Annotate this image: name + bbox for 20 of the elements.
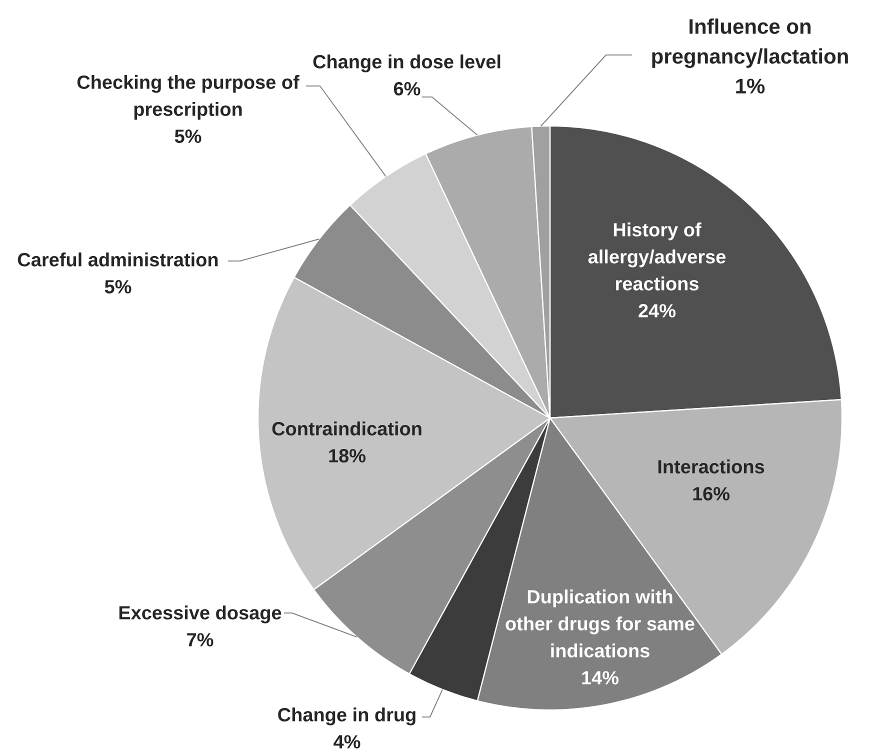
slice-label: Duplication with other drugs for same indications — [506, 590, 694, 658]
data-label: 1% — [736, 78, 765, 94]
data-label: 6% — [394, 82, 420, 96]
slice-label: Influence on pregnancy/lactation — [652, 18, 848, 68]
slice-label: History of allergy/adverse reactions — [588, 222, 726, 290]
data-label: 5% — [104, 280, 132, 294]
data-label: 7% — [187, 633, 214, 646]
slice-label: Interactions — [658, 460, 764, 474]
slice-label: Careful administration — [18, 252, 218, 266]
data-label: 5% — [174, 130, 202, 143]
data-label: 24% — [638, 304, 676, 318]
slice-label: Change in drug — [278, 708, 416, 726]
data-label: 14% — [582, 671, 619, 684]
slice-label: Excessive dosage — [119, 606, 282, 624]
data-label: 4% — [334, 735, 360, 748]
slice-label: Checking the purpose of prescription — [77, 75, 300, 120]
slice-label: Contraindication — [272, 422, 422, 436]
data-label: 18% — [329, 449, 366, 462]
data-label: 16% — [693, 487, 730, 500]
slice-label: Change in dose level — [313, 54, 500, 72]
